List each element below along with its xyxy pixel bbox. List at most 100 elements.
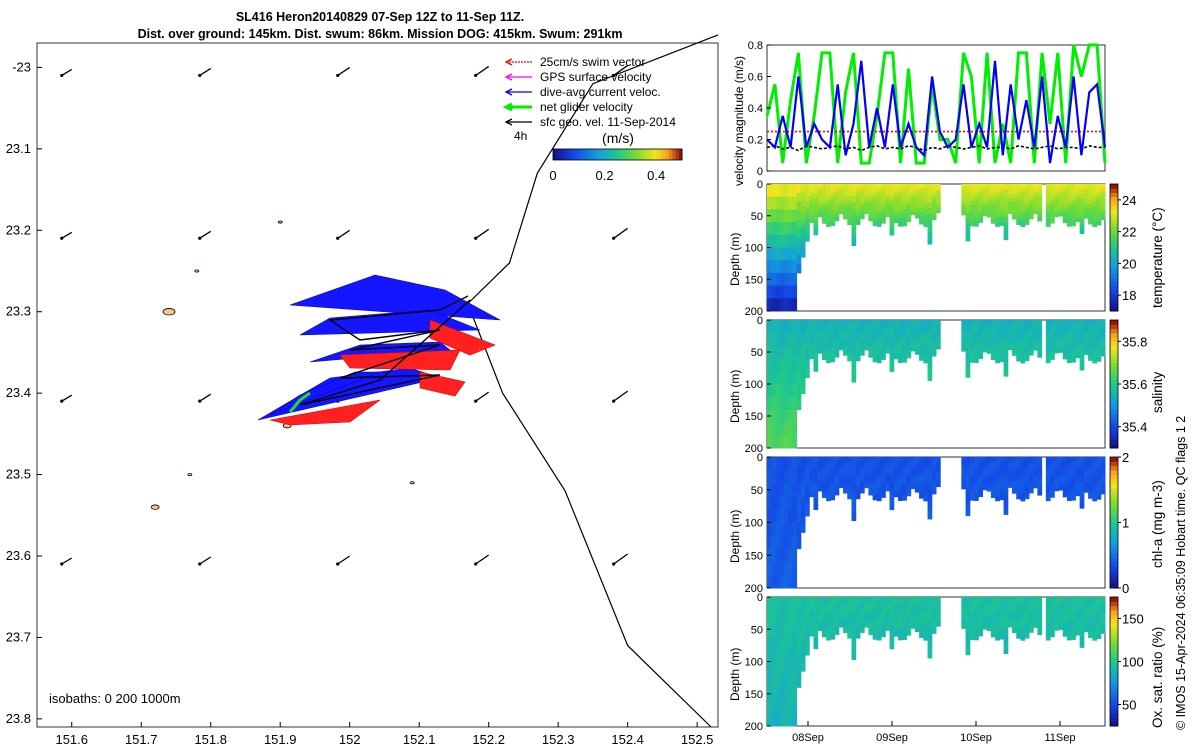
temperature-data-cell xyxy=(851,190,857,197)
chla-data-cell xyxy=(1037,476,1043,481)
salinity-data-cell xyxy=(1075,331,1081,336)
chla-data-cell xyxy=(838,472,844,476)
legend-arrowhead xyxy=(504,118,513,126)
oxygen-data-cell xyxy=(834,611,840,617)
chla-data-cell xyxy=(876,487,882,493)
oxygen-data-cell xyxy=(969,622,975,628)
salinity-data-cell xyxy=(1050,331,1055,337)
chla-data-cell xyxy=(792,483,798,497)
temperature-data-cell xyxy=(906,206,912,211)
temperature-data-cell xyxy=(1083,204,1089,209)
chla-data-cell xyxy=(906,491,912,497)
chla-data-cell xyxy=(859,478,865,483)
chla-data-cell xyxy=(1033,469,1038,473)
oxygen-data-cell xyxy=(1045,618,1051,624)
salinity-data-cell xyxy=(796,400,802,411)
y-tick-label: 50 xyxy=(751,211,763,223)
chla-data-cell xyxy=(1079,467,1085,473)
chla-data-cell xyxy=(779,548,785,563)
oxygen-data-cell xyxy=(902,609,907,615)
colorbar-cell xyxy=(572,149,577,160)
oxygen-data-cell xyxy=(885,620,891,625)
oxygen-data-cell xyxy=(1054,623,1060,628)
oxygen-data-cell xyxy=(893,628,899,633)
oxygen-data-cell xyxy=(1012,597,1017,602)
salinity-data-cell xyxy=(788,409,793,423)
salinity-data-cell xyxy=(990,320,996,325)
oxygen-data-cell xyxy=(788,661,793,675)
chla-data-cell xyxy=(1092,474,1098,480)
temperature-data-cell xyxy=(838,210,844,215)
temperature-data-cell xyxy=(859,197,865,202)
chla-data-cell xyxy=(847,457,852,462)
chla-data-cell xyxy=(1088,461,1093,466)
temperature-data-cell xyxy=(864,201,869,206)
chla-data-cell xyxy=(834,475,840,481)
oxygen-data-cell xyxy=(1033,603,1038,607)
chla-data-cell xyxy=(876,478,882,484)
oxygen-data-cell xyxy=(1062,600,1068,606)
chla-data-cell xyxy=(1033,463,1038,467)
temperature-data-cell xyxy=(978,187,983,193)
oxygen-data-cell xyxy=(868,608,874,613)
salinity-data-cell xyxy=(843,351,848,356)
salinity-data-cell xyxy=(1050,343,1055,349)
temperature-data-cell xyxy=(821,219,827,224)
temperature-data-cell xyxy=(868,217,874,222)
chla-data-cell xyxy=(982,460,988,465)
oxygen-data-cell xyxy=(990,600,996,606)
salinity-data-cell xyxy=(1100,345,1106,350)
oxygen-colorbar-cell xyxy=(1110,674,1118,680)
temperature-data-cell xyxy=(961,196,967,200)
velocity-ylabel: velocity magnitude (m/s) xyxy=(732,56,746,186)
oxygen-data-cell xyxy=(796,597,802,607)
oxygen-data-cell xyxy=(788,597,793,611)
oxygen-data-cell xyxy=(813,627,819,634)
chla-data-cell xyxy=(788,483,793,497)
temperature-data-cell xyxy=(910,211,916,216)
salinity-data-cell xyxy=(864,331,869,336)
salinity-data-cell xyxy=(931,348,937,353)
salinity-data-cell xyxy=(1058,323,1064,327)
oxygen-data-cell xyxy=(1066,609,1072,615)
oxygen-data-cell xyxy=(809,608,814,614)
oxygen-data-cell xyxy=(817,603,823,608)
oxygen-data-cell xyxy=(775,687,781,701)
oxygen-data-cell xyxy=(1024,601,1030,606)
temperature-data-cell xyxy=(1050,203,1055,208)
chla-data-cell xyxy=(1037,460,1043,466)
salinity-data-cell xyxy=(1071,349,1076,355)
oxygen-data-cell xyxy=(1033,612,1038,616)
salinity-data-cell xyxy=(974,353,979,359)
salinity-data-cell xyxy=(1088,332,1093,337)
temperature-data-cell xyxy=(809,210,814,216)
chla-colorbar-cell xyxy=(1110,470,1118,475)
salinity-data-cell xyxy=(864,340,869,345)
geo-velocity-arrowhead xyxy=(198,236,202,240)
temperature-data-cell xyxy=(914,207,920,212)
oxygen-data-cell xyxy=(1054,600,1060,605)
temperature-data-cell xyxy=(1007,192,1013,197)
temperature-data-cell xyxy=(876,217,882,223)
chla-data-cell xyxy=(893,457,899,462)
salinity-data-cell xyxy=(859,327,865,332)
oxygen-data-cell xyxy=(961,600,967,604)
oxygen-data-cell xyxy=(805,608,810,615)
oxygen-data-cell xyxy=(775,635,781,650)
temperature-colorbar-cell xyxy=(1110,306,1118,312)
salinity-data-cell xyxy=(821,339,827,345)
salinity-data-cell xyxy=(851,344,857,352)
chla-data-cell xyxy=(999,461,1005,467)
temperature-data-cell xyxy=(788,184,793,198)
oxygen-data-cell xyxy=(961,597,967,601)
oxygen-data-cell xyxy=(910,603,916,607)
temperature-data-cell xyxy=(843,215,848,220)
chla-data-cell xyxy=(1083,478,1089,483)
salinity-data-cell xyxy=(923,324,929,330)
salinity-data-cell xyxy=(800,378,806,387)
oxygen-data-cell xyxy=(1037,600,1043,606)
legend-arrowhead xyxy=(504,88,513,96)
salinity-data-cell xyxy=(885,333,891,338)
oxygen-data-cell xyxy=(931,615,937,620)
oxygen-data-cell xyxy=(809,600,814,606)
